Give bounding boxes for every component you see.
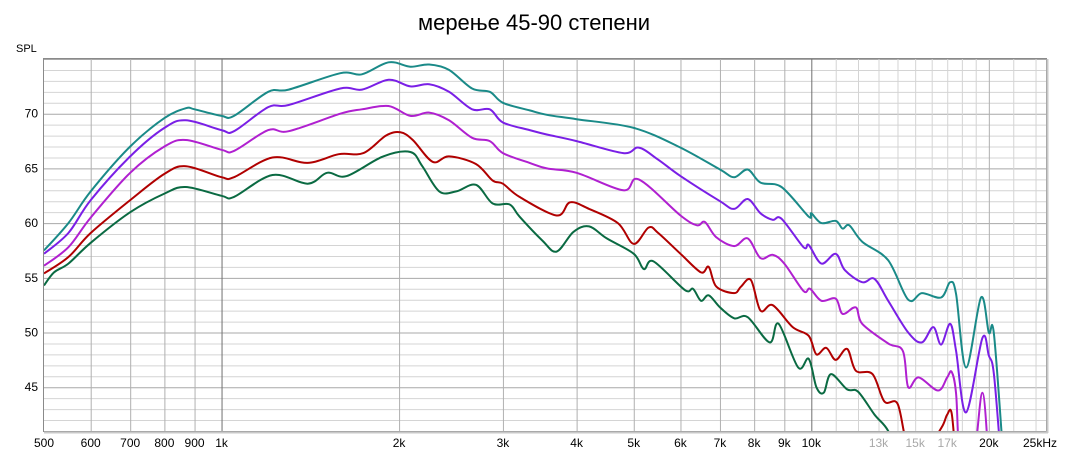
series-line-5: [44, 150, 890, 431]
x-tick-label: 700: [120, 436, 140, 450]
x-tick-label: 5k: [627, 436, 641, 450]
x-tick-label: 800: [154, 436, 174, 450]
series-line-1: [44, 61, 1003, 431]
x-tick-label: 900: [185, 436, 205, 450]
grid: [44, 59, 1046, 432]
x-tick-label: 7k: [714, 436, 728, 450]
x-tick-label: 9k: [778, 436, 792, 450]
series-line-4: [44, 131, 955, 431]
x-tick-label: 500: [34, 436, 54, 450]
series-line-2: [44, 78, 1000, 431]
chart-title: мерење 45-90 степени: [418, 10, 650, 35]
x-tick-label: 6k: [674, 436, 688, 450]
x-tick-label: 15k: [905, 436, 925, 450]
series-line-3: [44, 104, 988, 431]
series-group: [44, 61, 1003, 431]
x-tick-label: 25kHz: [1023, 436, 1057, 450]
y-tick-label: 55: [25, 271, 39, 285]
y-tick-label: 70: [25, 107, 39, 121]
x-tick-label: 17k: [938, 436, 958, 450]
x-tick-label: 20k: [979, 436, 999, 450]
x-tick-label: 8k: [748, 436, 762, 450]
x-tick-label: 4k: [570, 436, 584, 450]
x-tick-labels: 500 600 700 800 900 1k 2k 3k 4k 5k 6k 7k 8k 9k 10k 13k 1…: [34, 436, 1057, 450]
y-tick-label: 60: [25, 216, 39, 230]
x-tick-label: 3k: [497, 436, 511, 450]
y-tick-label: 65: [25, 161, 39, 175]
y-tick-label: 50: [25, 326, 39, 340]
x-tick-label: 2k: [393, 436, 407, 450]
x-tick-label: 600: [81, 436, 101, 450]
y-tick-label: 45: [25, 380, 39, 394]
x-tick-label: 10k: [802, 436, 822, 450]
x-tick-label: 1k: [215, 436, 229, 450]
y-tick-labels: 45 50 55 60 65 70: [25, 107, 39, 395]
x-tick-label: 13k: [869, 436, 889, 450]
y-axis-label: SPL: [16, 43, 37, 55]
